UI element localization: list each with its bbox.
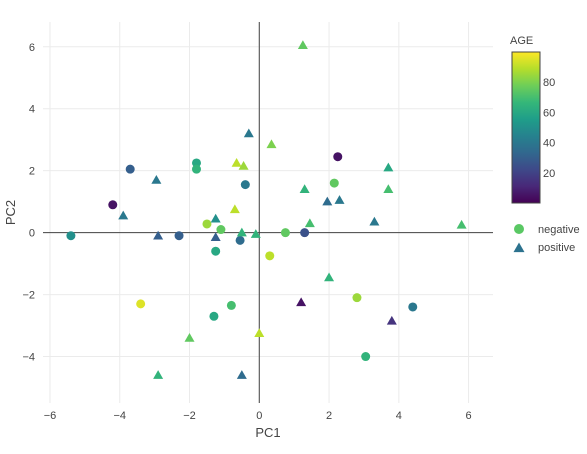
data-point-negative[interactable] xyxy=(235,235,245,245)
data-point-positive[interactable] xyxy=(297,40,308,49)
data-point-negative[interactable] xyxy=(329,178,339,188)
colorbar-tick-label: 60 xyxy=(543,107,555,119)
series-negative xyxy=(66,152,418,362)
data-point-negative[interactable] xyxy=(300,228,310,238)
x-tick-label: 4 xyxy=(396,410,402,422)
y-tick-label: 2 xyxy=(29,166,35,178)
data-point-positive[interactable] xyxy=(334,195,345,204)
colorbar: AGE 20 40 60 80 xyxy=(510,35,555,204)
data-point-positive[interactable] xyxy=(236,370,247,379)
legend-triangle-icon xyxy=(513,242,525,253)
colorbar-tick-label: 20 xyxy=(543,168,555,180)
y-tick-label: 0 xyxy=(29,228,35,240)
data-point-negative[interactable] xyxy=(352,293,362,303)
data-point-positive[interactable] xyxy=(456,219,467,229)
legend-label: negative xyxy=(538,224,580,236)
data-point-negative[interactable] xyxy=(216,225,226,235)
grid-layer xyxy=(43,22,493,403)
data-point-positive[interactable] xyxy=(236,227,247,237)
data-point-positive[interactable] xyxy=(250,229,261,238)
y-tick-labels: −4 −2 0 2 4 6 xyxy=(22,42,35,364)
data-point-positive[interactable] xyxy=(210,232,221,242)
data-point-positive[interactable] xyxy=(299,184,310,194)
data-point-positive[interactable] xyxy=(118,210,129,220)
series-positive xyxy=(118,40,467,379)
data-point-negative[interactable] xyxy=(265,251,275,261)
x-tick-label: −6 xyxy=(44,410,57,422)
data-point-positive[interactable] xyxy=(238,161,249,170)
data-point-positive[interactable] xyxy=(304,218,315,228)
data-point-positive[interactable] xyxy=(386,315,397,325)
y-axis-label: PC2 xyxy=(3,200,18,225)
data-point-positive[interactable] xyxy=(383,162,394,172)
data-point-positive[interactable] xyxy=(369,216,380,226)
data-point-positive[interactable] xyxy=(153,230,164,240)
data-point-positive[interactable] xyxy=(243,128,254,138)
data-point-positive[interactable] xyxy=(266,139,277,149)
data-point-negative[interactable] xyxy=(66,231,76,241)
legend[interactable]: negative positive xyxy=(513,224,580,254)
x-tick-label: −4 xyxy=(113,410,126,422)
colorbar-tick-label: 40 xyxy=(543,138,555,150)
x-tick-label: 0 xyxy=(256,410,262,422)
data-point-negative[interactable] xyxy=(125,164,135,174)
data-point-negative[interactable] xyxy=(361,352,371,362)
x-tick-label: −2 xyxy=(183,410,196,422)
data-point-negative[interactable] xyxy=(191,164,201,174)
data-point-positive[interactable] xyxy=(296,297,307,307)
y-tick-label: 6 xyxy=(29,42,35,54)
data-point-negative[interactable] xyxy=(226,300,236,310)
data-point-negative[interactable] xyxy=(108,200,118,210)
data-point-negative[interactable] xyxy=(211,246,221,256)
data-marks xyxy=(66,40,467,379)
data-point-positive[interactable] xyxy=(254,328,265,338)
x-tick-label: 2 xyxy=(326,410,332,422)
legend-label: positive xyxy=(538,242,575,254)
data-point-positive[interactable] xyxy=(324,272,335,282)
y-tick-label: −4 xyxy=(22,352,35,364)
x-tick-label: 6 xyxy=(466,410,472,422)
x-tick-labels: −6 −4 −2 0 2 4 6 xyxy=(44,410,472,422)
data-point-negative[interactable] xyxy=(174,231,184,241)
data-point-positive[interactable] xyxy=(151,174,162,184)
x-axis-label: PC1 xyxy=(255,425,280,440)
data-point-positive[interactable] xyxy=(383,184,394,194)
colorbar-gradient xyxy=(511,51,541,204)
legend-item-positive[interactable]: positive xyxy=(513,242,576,254)
data-point-negative[interactable] xyxy=(280,228,290,238)
data-point-positive[interactable] xyxy=(153,370,164,379)
legend-circle-icon xyxy=(514,224,524,234)
legend-item-negative[interactable]: negative xyxy=(514,224,580,236)
data-point-negative[interactable] xyxy=(202,219,212,229)
data-point-negative[interactable] xyxy=(136,299,146,309)
colorbar-title: AGE xyxy=(510,35,533,47)
y-tick-label: 4 xyxy=(29,104,35,116)
data-point-negative[interactable] xyxy=(191,158,201,168)
zero-lines xyxy=(43,22,493,403)
colorbar-tick-label: 80 xyxy=(543,77,555,89)
colorbar-ticks: 20 40 60 80 xyxy=(543,77,555,180)
data-point-negative[interactable] xyxy=(240,180,250,190)
data-point-negative[interactable] xyxy=(408,302,418,312)
data-point-positive[interactable] xyxy=(229,204,240,214)
data-point-negative[interactable] xyxy=(209,311,219,321)
data-point-negative[interactable] xyxy=(333,152,343,162)
data-point-positive[interactable] xyxy=(322,196,333,206)
y-tick-label: −2 xyxy=(22,290,35,302)
data-point-positive[interactable] xyxy=(231,157,242,167)
data-point-positive[interactable] xyxy=(184,332,195,342)
data-point-positive[interactable] xyxy=(210,213,221,223)
